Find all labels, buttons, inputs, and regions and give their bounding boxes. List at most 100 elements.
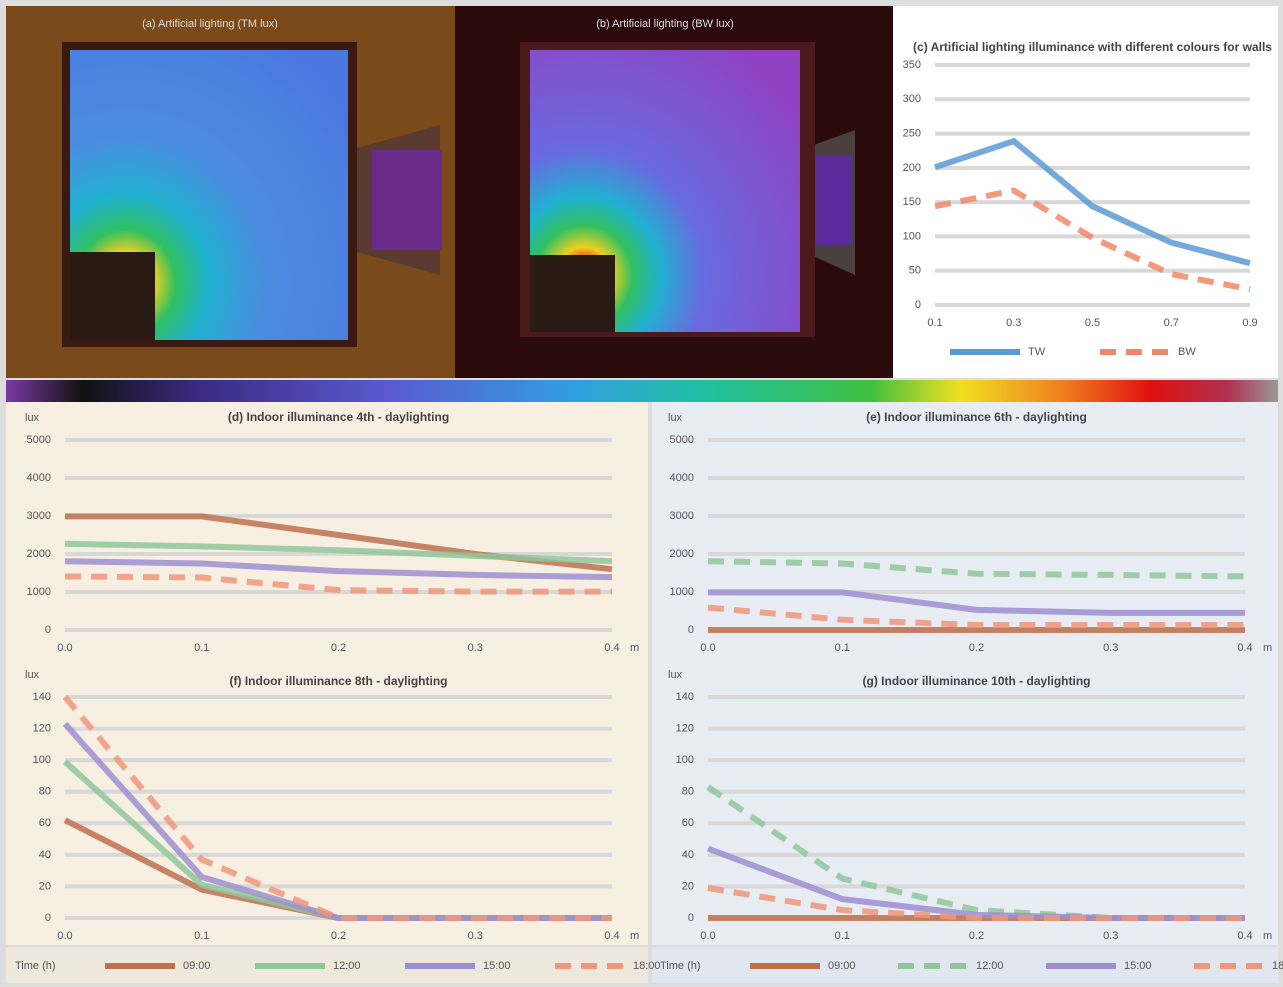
chart-title: (c) Artificial lighting illuminance with… bbox=[913, 40, 1272, 54]
x-axis-label: m bbox=[630, 642, 639, 654]
y-tick-label: 100 bbox=[33, 754, 51, 766]
x-tick-label: 0.0 bbox=[57, 930, 72, 942]
x-tick-label: 0.2 bbox=[331, 930, 346, 942]
y-tick-label: 0 bbox=[915, 299, 921, 311]
x-tick-label: 0.1 bbox=[194, 930, 209, 942]
y-tick-label: 200 bbox=[903, 162, 921, 174]
x-tick-label: 0.3 bbox=[468, 642, 483, 654]
y-tick-label: 5000 bbox=[27, 434, 51, 446]
y-tick-label: 80 bbox=[682, 786, 694, 798]
y-tick-label: 120 bbox=[33, 722, 51, 734]
legend-panel bbox=[6, 947, 648, 983]
y-tick-label: 60 bbox=[682, 817, 694, 829]
line bbox=[934, 137, 1251, 267]
y-tick-label: 4000 bbox=[27, 472, 51, 484]
y-tick-label: 120 bbox=[676, 722, 694, 734]
y-tick-label: 0 bbox=[688, 912, 694, 924]
y-tick-label: 1000 bbox=[670, 586, 694, 598]
y-axis-label: lux bbox=[668, 412, 683, 424]
y-axis-label: lux bbox=[25, 669, 40, 681]
y-axis-label: lux bbox=[25, 412, 40, 424]
x-tick-label: 0.2 bbox=[331, 642, 346, 654]
x-tick-label: 0.0 bbox=[700, 642, 715, 654]
x-tick-label: 0.1 bbox=[194, 642, 209, 654]
line bbox=[64, 540, 613, 565]
y-tick-label: 0 bbox=[45, 624, 51, 636]
line bbox=[708, 589, 1245, 616]
y-tick-label: 0 bbox=[688, 624, 694, 636]
y-tick-label: 5000 bbox=[670, 434, 694, 446]
line bbox=[64, 573, 612, 595]
line bbox=[707, 604, 1245, 629]
x-tick-label: 0.4 bbox=[604, 642, 619, 654]
y-tick-label: 2000 bbox=[670, 548, 694, 560]
image-title: (a) Artificial lighting (TM lux) bbox=[142, 18, 278, 30]
y-axis-label: lux bbox=[668, 669, 683, 681]
y-tick-label: 1000 bbox=[27, 586, 51, 598]
y-tick-label: 80 bbox=[39, 786, 51, 798]
legend-label: 15:00 bbox=[1124, 960, 1152, 972]
y-tick-label: 100 bbox=[676, 754, 694, 766]
y-tick-label: 140 bbox=[33, 691, 51, 703]
line bbox=[707, 558, 1246, 580]
image-title: (b) Artificial lighting (BW lux) bbox=[596, 18, 734, 30]
line bbox=[707, 885, 1245, 921]
x-tick-label: 0.3 bbox=[468, 930, 483, 942]
legend-title: Time (h) bbox=[15, 960, 56, 972]
legend-label: 15:00 bbox=[483, 960, 511, 972]
legend-label: 18:00 bbox=[633, 960, 661, 972]
x-tick-label: 0.4 bbox=[1237, 930, 1252, 942]
line bbox=[934, 187, 1251, 293]
x-tick-label: 0.1 bbox=[927, 317, 942, 329]
color-bar bbox=[6, 380, 1278, 402]
image-a: (a) Artificial lighting (TM lux) bbox=[6, 6, 455, 378]
legend-label: 12:00 bbox=[976, 960, 1004, 972]
x-tick-label: 0.3 bbox=[1103, 930, 1118, 942]
y-tick-label: 40 bbox=[682, 849, 694, 861]
y-tick-label: 4000 bbox=[670, 472, 694, 484]
line bbox=[64, 558, 613, 581]
line bbox=[62, 695, 612, 921]
y-tick-label: 3000 bbox=[27, 510, 51, 522]
y-tick-label: 2000 bbox=[27, 548, 51, 560]
y-tick-label: 140 bbox=[676, 691, 694, 703]
x-tick-label: 0.1 bbox=[835, 642, 850, 654]
legend-label: 09:00 bbox=[183, 960, 211, 972]
y-tick-label: 0 bbox=[45, 912, 51, 924]
chart-title: (g) Indoor illuminance 10th - daylightin… bbox=[863, 674, 1091, 688]
panel bbox=[893, 6, 1278, 378]
y-tick-label: 60 bbox=[39, 817, 51, 829]
chart-title: (e) Indoor illuminance 6th - daylighting bbox=[866, 410, 1087, 424]
y-tick-label: 350 bbox=[903, 59, 921, 71]
y-tick-label: 100 bbox=[903, 230, 921, 242]
x-axis-label: m bbox=[630, 930, 639, 942]
y-tick-label: 250 bbox=[903, 127, 921, 139]
legend-label: 09:00 bbox=[828, 960, 856, 972]
y-tick-label: 3000 bbox=[670, 510, 694, 522]
legend-title: Time (h) bbox=[660, 960, 701, 972]
chart-title: (d) Indoor illuminance 4th - daylighting bbox=[228, 410, 449, 424]
x-tick-label: 0.1 bbox=[835, 930, 850, 942]
x-tick-label: 0.2 bbox=[969, 930, 984, 942]
x-tick-label: 0.0 bbox=[700, 930, 715, 942]
x-tick-label: 0.3 bbox=[1006, 317, 1021, 329]
legend-label: BW bbox=[1178, 346, 1196, 358]
legend-label: 12:00 bbox=[333, 960, 361, 972]
x-axis-label: m bbox=[1263, 930, 1272, 942]
x-tick-label: 0.5 bbox=[1085, 317, 1100, 329]
x-tick-label: 0.4 bbox=[604, 930, 619, 942]
line bbox=[62, 721, 612, 921]
image-b: (b) Artificial lighting (BW lux) bbox=[455, 6, 893, 378]
x-tick-label: 0.9 bbox=[1242, 317, 1257, 329]
x-tick-label: 0.3 bbox=[1103, 642, 1118, 654]
y-tick-label: 40 bbox=[39, 849, 51, 861]
x-axis-label: m bbox=[1263, 642, 1272, 654]
legend-label: 18:00 bbox=[1272, 960, 1283, 972]
y-tick-label: 20 bbox=[39, 880, 51, 892]
x-tick-label: 0.7 bbox=[1164, 317, 1179, 329]
chart-title: (f) Indoor illuminance 8th - daylighting bbox=[230, 674, 448, 688]
legend-label: TW bbox=[1028, 346, 1046, 358]
x-tick-label: 0.4 bbox=[1237, 642, 1252, 654]
y-tick-label: 150 bbox=[903, 196, 921, 208]
